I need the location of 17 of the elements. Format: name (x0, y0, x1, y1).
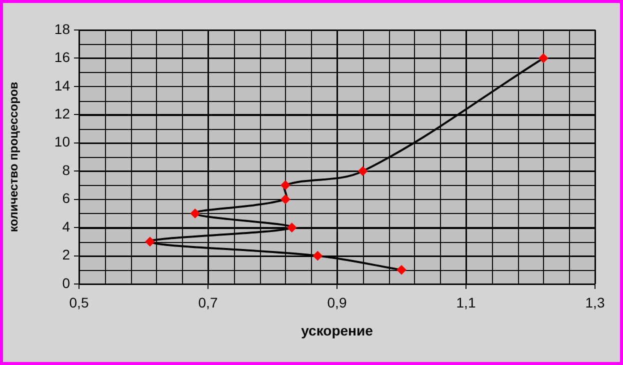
y-tick-label: 0 (62, 274, 70, 291)
x-tick-label: 1,3 (585, 294, 605, 310)
x-tick-label: 0,9 (327, 294, 347, 310)
y-tick-label: 4 (62, 218, 70, 234)
y-tick-label: 14 (54, 77, 70, 94)
x-tick-label: 1,1 (456, 294, 476, 310)
x-axis-title: ускорение (301, 322, 374, 338)
y-tick-label: 2 (62, 246, 70, 263)
y-tick-label: 8 (62, 162, 70, 178)
y-tick-label: 16 (54, 49, 70, 66)
y-axis-title: количество процессоров (6, 82, 21, 232)
y-tick-label: 6 (62, 190, 70, 206)
y-tick-label: 12 (54, 106, 70, 122)
y-tick-label: 10 (54, 134, 70, 150)
x-tick-label: 0,5 (69, 294, 89, 310)
y-tick-label: 18 (54, 20, 70, 37)
x-tick-label: 0,7 (198, 294, 218, 310)
